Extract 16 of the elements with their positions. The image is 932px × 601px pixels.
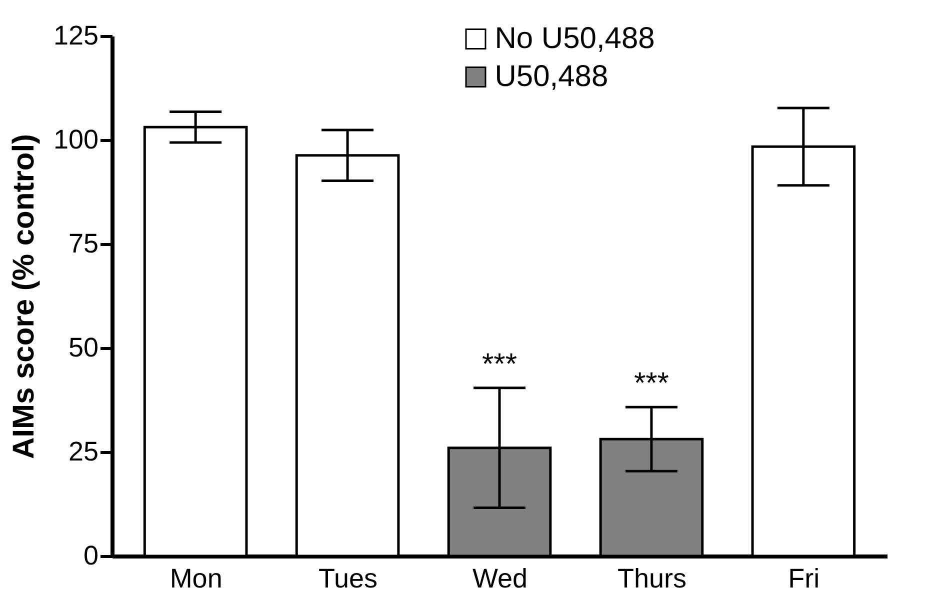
y-tick-label: 25: [68, 436, 98, 466]
y-tick-label: 50: [68, 332, 98, 362]
x-tick-label: Thurs: [617, 564, 686, 594]
y-tick-label: 75: [68, 228, 98, 258]
annotation: ***: [482, 348, 518, 381]
x-tick-label: Mon: [170, 564, 222, 594]
y-tick-label: 100: [53, 124, 98, 154]
legend-label: No U50,488: [494, 22, 655, 55]
x-tick-label: Tues: [318, 564, 378, 594]
x-tick-label: Fri: [788, 564, 820, 594]
x-tick-label: Wed: [472, 564, 528, 594]
y-tick-label: 0: [83, 540, 98, 570]
y-tick-label: 125: [53, 20, 98, 50]
annotation: ***: [634, 367, 670, 400]
legend-label: U50,488: [494, 60, 608, 93]
y-axis-title: AIMs score (% control): [7, 134, 40, 460]
